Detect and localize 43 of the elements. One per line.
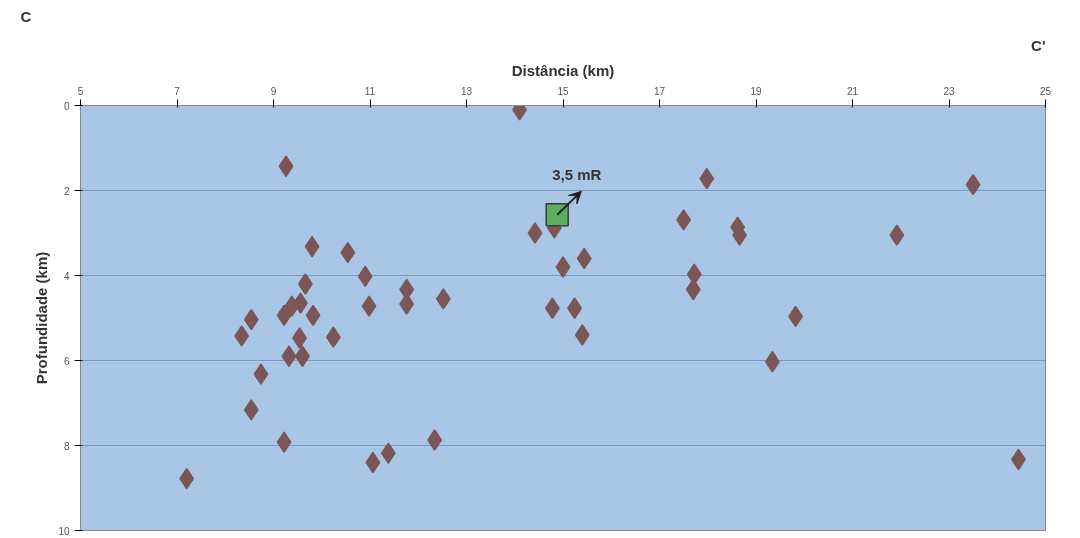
point — [676, 209, 692, 231]
point — [544, 297, 560, 319]
point — [253, 363, 269, 385]
point — [297, 273, 313, 295]
point — [234, 325, 250, 347]
point — [243, 399, 259, 421]
y-tick-label: 4 — [63, 270, 70, 282]
point — [427, 429, 443, 451]
x-tick-label: 7 — [174, 85, 181, 97]
x-tick-label: 5 — [77, 85, 84, 97]
point — [545, 202, 569, 227]
x-tick-label: 23 — [943, 85, 955, 97]
x-axis-title: Distância (km) — [511, 61, 615, 79]
point — [889, 224, 905, 246]
x-tick-label: 21 — [846, 85, 859, 97]
x-tick-label: 15 — [557, 85, 569, 97]
y-tick-label: 8 — [63, 440, 70, 452]
point — [764, 351, 780, 373]
point — [281, 345, 297, 367]
point — [325, 326, 341, 348]
x-tick-label: 13 — [460, 85, 473, 97]
y-tick-label: 0 — [63, 100, 70, 112]
point — [361, 295, 377, 317]
y-axis-title: Profundidade (km) — [33, 251, 51, 385]
y-tick-label: 6 — [63, 355, 70, 367]
x-tick-label: 25 — [1039, 85, 1052, 97]
point — [380, 442, 396, 464]
text: C — [20, 7, 32, 25]
point — [527, 222, 543, 244]
point — [574, 324, 590, 346]
point — [399, 293, 415, 315]
x-tick-label: 9 — [270, 85, 277, 97]
point — [435, 288, 451, 310]
x-tick-label: 17 — [653, 85, 666, 97]
y-tick-label: 10 — [58, 525, 70, 537]
annotation: 3,5 mR — [552, 165, 602, 183]
y-tick-label: 2 — [63, 185, 70, 197]
point — [276, 431, 292, 453]
point — [686, 263, 702, 285]
point — [555, 256, 571, 278]
x-tick-label: 11 — [364, 85, 376, 97]
text: C' — [1031, 36, 1046, 54]
x-tick-label: 19 — [750, 85, 762, 97]
